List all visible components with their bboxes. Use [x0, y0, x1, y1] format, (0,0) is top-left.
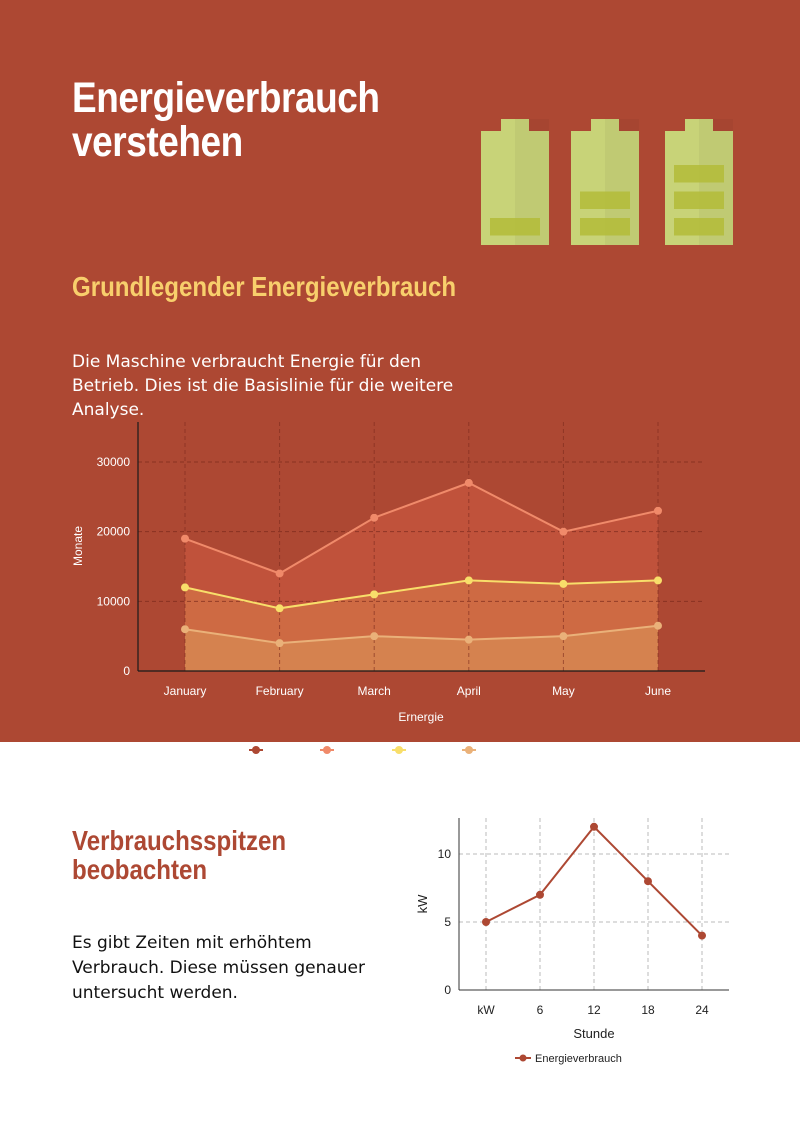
peaks-title-line1: Verbrauchsspitzen: [72, 825, 287, 856]
data-point: [370, 513, 379, 522]
battery-high-icon: [665, 119, 733, 245]
x-tick-label: June: [645, 684, 671, 698]
battery-cap: [591, 119, 619, 133]
legend-marker: [395, 746, 403, 754]
battery-level-bar: [580, 191, 630, 209]
x-tick-label: May: [552, 684, 575, 698]
data-point: [644, 877, 652, 886]
legend-label: Energieverbrauch: [535, 1053, 622, 1065]
legend-marker: [465, 746, 473, 754]
data-point: [275, 569, 284, 578]
y-tick-label: 10: [438, 847, 452, 861]
y-tick-label: 0: [444, 983, 451, 997]
y-tick-label: 10000: [97, 594, 131, 608]
x-tick-label: April: [457, 684, 481, 698]
x-tick-label: 24: [695, 1003, 709, 1017]
data-point: [590, 822, 598, 831]
data-point: [181, 534, 189, 543]
y-axis-label: kW: [415, 894, 430, 914]
series-line: [184, 624, 659, 645]
x-tick-label: January: [164, 684, 207, 698]
area-fill: [185, 625, 658, 671]
data-point: [559, 632, 568, 641]
data-point: [370, 590, 379, 599]
x-axis-label: Ernergie: [398, 710, 444, 724]
battery-level-bar: [674, 218, 724, 236]
monthly-energy-area-chart: 0 10000 20000 30000 January February March Apri…: [71, 422, 705, 754]
page-title-line1: Energieverbrauch: [72, 74, 380, 122]
legend-item: [320, 746, 334, 754]
data-point: [654, 576, 662, 585]
data-point: [464, 635, 473, 644]
legend-item: [249, 746, 263, 754]
y-tick-label: 0: [123, 664, 130, 678]
data-point: [654, 506, 662, 515]
series-line: [184, 579, 659, 610]
data-point: [536, 890, 544, 899]
legend-item: Energieverbrauch: [515, 1053, 622, 1065]
page-title-line2: verstehen: [72, 118, 243, 166]
legend-marker: [323, 746, 331, 754]
data-point: [654, 621, 662, 630]
x-tick-label: 18: [641, 1003, 655, 1017]
battery-level-bar: [674, 165, 724, 183]
page-title: Energieverbrauch verstehen: [72, 76, 416, 164]
y-axis-label: Monate: [71, 526, 85, 566]
y-tick-label: 5: [444, 915, 451, 929]
section-subtitle: Grundlegender Energieverbrauch: [72, 271, 457, 302]
y-tick-label: 30000: [97, 455, 131, 469]
data-point: [181, 583, 189, 592]
data-point: [698, 931, 706, 940]
legend-marker: [252, 746, 260, 754]
battery-level-bar: [490, 218, 540, 236]
data-point: [559, 527, 568, 536]
battery-medium-icon: [571, 119, 639, 245]
battery-cap: [685, 119, 713, 133]
data-point: [370, 632, 379, 641]
y-tick-label: 20000: [97, 525, 131, 539]
battery-level-bar: [580, 218, 630, 236]
series-line: [184, 481, 659, 575]
battery-low-icon: [481, 119, 549, 245]
x-axis-label: Stunde: [573, 1026, 614, 1041]
x-tick-label: 12: [587, 1003, 601, 1017]
peaks-title-line2: beobachten: [72, 854, 208, 885]
battery-level-bar: [674, 191, 724, 209]
data-point: [181, 625, 189, 634]
legend-item: [462, 746, 476, 754]
battery-cap: [501, 119, 529, 133]
peaks-section-text: Es gibt Zeiten mit erhöhtem Verbrauch. D…: [72, 933, 366, 1003]
x-tick-label: 6: [537, 1003, 544, 1017]
intro-text: Die Maschine verbraucht Energie für den …: [72, 352, 454, 420]
x-tick-label: March: [358, 684, 391, 698]
data-point: [559, 579, 568, 588]
legend-item: [392, 746, 406, 754]
data-point: [275, 639, 284, 648]
peaks-section-title: Verbrauchsspitzen beobachten: [72, 826, 330, 884]
data-point: [275, 604, 284, 613]
data-point: [482, 918, 490, 926]
x-tick-label: February: [256, 684, 304, 698]
battery-icons: [481, 119, 733, 245]
data-point: [464, 478, 473, 487]
data-point: [464, 576, 473, 585]
legend-marker: [519, 1054, 527, 1062]
x-tick-label: kW: [477, 1003, 495, 1017]
